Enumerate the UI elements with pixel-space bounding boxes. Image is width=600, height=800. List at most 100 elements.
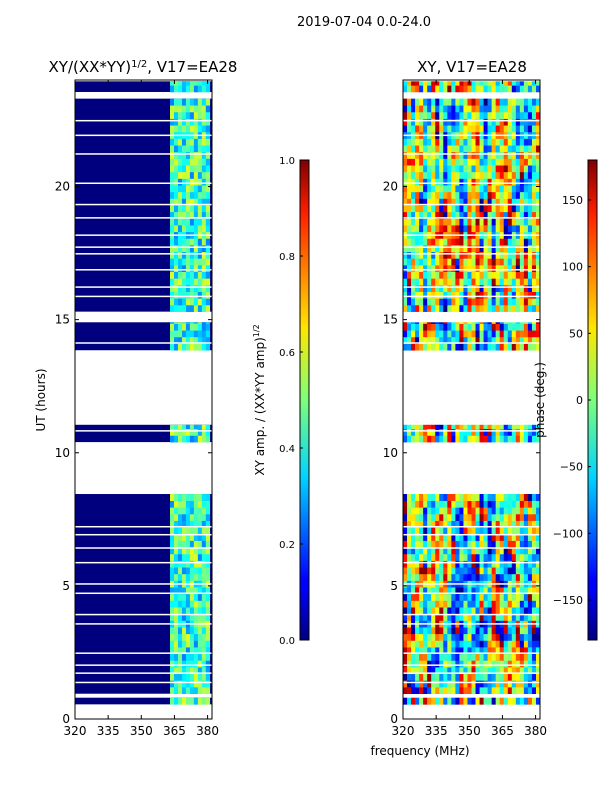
heatmap-cell xyxy=(439,151,444,159)
heatmap-cell xyxy=(447,85,452,93)
heatmap-cell xyxy=(403,527,408,535)
heatmap-cell xyxy=(185,138,191,146)
heatmap-cell xyxy=(483,513,488,521)
heatmap-cell xyxy=(411,298,416,306)
heatmap-cell xyxy=(531,520,537,528)
heatmap-cell xyxy=(403,178,408,186)
heatmap-cell xyxy=(170,553,175,561)
heatmap-cell xyxy=(435,238,440,246)
heatmap-cell xyxy=(443,271,448,279)
heatmap-cell xyxy=(467,218,472,226)
heatmap-cell xyxy=(471,680,476,688)
heatmap-cell xyxy=(193,211,199,219)
heatmap-cell xyxy=(423,687,428,695)
heatmap-cell xyxy=(415,553,420,561)
heatmap-cell xyxy=(527,507,533,515)
heatmap-cell xyxy=(515,158,521,166)
heatmap-cell xyxy=(511,587,517,595)
heatmap-cell xyxy=(177,560,183,568)
heatmap-cell xyxy=(451,633,456,641)
heatmap-cell xyxy=(495,285,501,292)
heatmap-cell xyxy=(483,507,488,515)
heatmap-cell xyxy=(435,500,440,508)
heatmap-cell xyxy=(193,323,199,331)
heatmap-cell xyxy=(431,158,436,166)
heatmap-cell xyxy=(427,343,432,351)
heatmap-cell xyxy=(475,265,480,272)
heatmap-cell xyxy=(189,697,195,705)
heatmap-cell xyxy=(423,520,428,528)
heatmap-cell xyxy=(531,653,537,661)
heatmap-cell xyxy=(491,218,496,226)
heatmap-cell xyxy=(447,245,452,253)
heatmap-cell xyxy=(439,125,444,133)
heatmap-cell xyxy=(197,573,203,581)
heatmap-cell xyxy=(403,111,408,119)
heatmap-cell xyxy=(423,178,428,186)
heatmap-cell xyxy=(439,633,444,641)
heatmap-cell xyxy=(205,633,211,641)
heatmap-cell xyxy=(479,527,484,535)
heatmap-cell xyxy=(491,613,496,621)
heatmap-cell xyxy=(185,191,191,199)
heatmap-cell xyxy=(181,647,187,655)
heatmap-cell xyxy=(519,322,525,324)
heatmap-cell xyxy=(495,540,501,548)
heatmap-cell xyxy=(431,205,436,213)
heatmap-cell xyxy=(511,593,517,601)
heatmap-cell xyxy=(415,304,420,312)
heatmap-cell xyxy=(185,265,191,272)
heatmap-cell xyxy=(197,118,203,126)
heatmap-cell xyxy=(197,567,203,575)
heatmap-cell xyxy=(181,653,187,661)
heatmap-cell xyxy=(471,428,476,436)
heatmap-cell xyxy=(415,265,420,272)
heatmap-cell xyxy=(479,613,484,621)
heatmap-cell xyxy=(515,271,521,279)
heatmap-cell xyxy=(431,330,436,338)
heatmap-cell xyxy=(519,98,525,106)
heatmap-cell xyxy=(443,304,448,312)
heatmap-cell xyxy=(531,323,537,331)
heatmap-cell xyxy=(535,225,541,233)
heatmap-cell xyxy=(487,540,492,548)
heatmap-cell xyxy=(435,323,440,331)
heatmap-cell xyxy=(491,573,496,581)
heatmap-cell xyxy=(507,533,513,541)
heatmap-cell xyxy=(499,507,505,515)
heatmap-cell xyxy=(519,138,525,146)
heatmap-cell xyxy=(170,225,175,233)
heatmap-cell xyxy=(419,81,424,86)
heatmap-cell xyxy=(523,680,529,688)
heatmap-cell xyxy=(447,494,452,501)
heatmap-cell xyxy=(531,627,537,635)
heatmap-cell xyxy=(423,428,428,436)
heatmap-cell xyxy=(499,587,505,595)
heatmap-cell xyxy=(439,660,444,668)
heatmap-cell xyxy=(483,633,488,641)
heatmap-cell xyxy=(419,151,424,159)
heatmap-cell xyxy=(451,98,456,106)
heatmap-cell xyxy=(189,336,195,344)
heatmap-cell xyxy=(519,198,525,206)
heatmap-cell xyxy=(527,304,533,312)
heatmap-cell xyxy=(423,323,428,331)
heatmap-cell xyxy=(205,587,211,595)
heatmap-cell xyxy=(205,667,211,675)
heatmap-cell xyxy=(189,278,195,286)
heatmap-cell xyxy=(511,673,517,681)
heatmap-cell xyxy=(415,225,420,233)
heatmap-cell xyxy=(483,647,488,655)
heatmap-cell xyxy=(467,660,472,668)
heatmap-cell xyxy=(407,265,412,272)
heatmap-cell xyxy=(515,520,521,528)
heatmap-cell xyxy=(527,647,533,655)
heatmap-cell xyxy=(193,298,199,306)
heatmap-cell xyxy=(173,245,179,253)
heatmap-cell xyxy=(507,125,513,133)
heatmap-cell xyxy=(181,600,187,608)
heatmap-cell xyxy=(435,633,440,641)
heatmap-cell xyxy=(205,600,211,608)
heatmap-cell xyxy=(511,428,517,436)
heatmap-cell xyxy=(427,138,432,146)
